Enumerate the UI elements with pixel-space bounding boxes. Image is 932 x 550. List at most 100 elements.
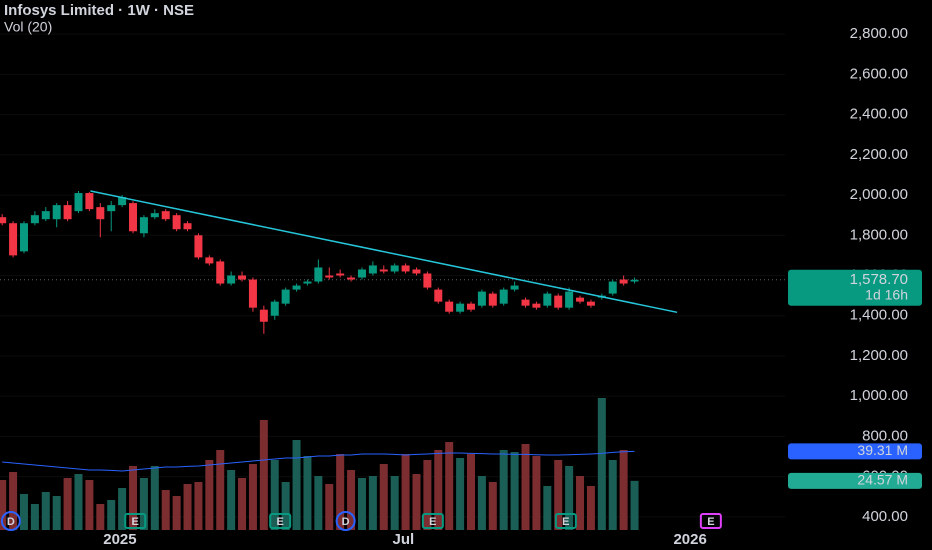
volume-bar — [139, 478, 148, 530]
countdown-label: 1d 16h — [865, 286, 908, 302]
trendline — [90, 190, 678, 314]
y-tick-label: 1,200.00 — [850, 347, 908, 364]
volume-bar — [608, 460, 617, 530]
candle-body — [85, 193, 94, 210]
y-tick-label: 800.00 — [862, 427, 908, 444]
candle-body — [467, 303, 475, 310]
candle-body — [0, 217, 7, 224]
x-tick-label: Jul — [393, 531, 415, 548]
candle-body — [554, 295, 563, 308]
last-price-label: 1,578.70 — [850, 271, 908, 288]
candle-body — [543, 293, 552, 306]
volume-bar — [0, 480, 7, 530]
volume-ma-box — [788, 443, 922, 460]
volume-bar — [118, 488, 127, 530]
volume-bar — [270, 460, 279, 530]
volume-bar — [597, 398, 606, 530]
candle-body — [619, 279, 628, 284]
candle-body — [412, 269, 421, 274]
y-tick-label: 2,800.00 — [850, 25, 908, 42]
candle-body — [41, 211, 50, 220]
volume-bar — [281, 482, 290, 530]
volume-bar — [248, 464, 257, 530]
candle-body — [52, 205, 61, 220]
event-badge — [0, 511, 21, 531]
volume-bar — [510, 452, 519, 530]
candle-body — [390, 265, 399, 272]
volume-bar — [532, 456, 541, 530]
y-tick-label: 2,000.00 — [850, 186, 908, 203]
candle-body — [586, 301, 595, 306]
x-tick-label: 2026 — [673, 531, 706, 548]
candle-body — [314, 267, 323, 282]
candle-body — [357, 269, 366, 278]
volume-bar — [41, 492, 50, 530]
candle-body — [248, 279, 257, 308]
candle-body — [150, 213, 159, 218]
event-badge — [124, 513, 147, 529]
volume-bar — [357, 478, 366, 530]
volume-bar — [19, 494, 28, 530]
volume-bar — [96, 504, 105, 530]
candle-body — [139, 217, 148, 234]
volume-bar — [9, 472, 18, 530]
volume-bar — [129, 466, 138, 530]
candle-body — [259, 309, 268, 322]
volume-bar — [336, 454, 345, 530]
candle-body — [608, 281, 617, 294]
candle-body — [96, 207, 105, 220]
candle-body — [401, 265, 410, 272]
candle-body — [565, 291, 574, 308]
volume-bar — [456, 458, 465, 530]
candle-body — [194, 235, 203, 258]
candle-body — [423, 273, 432, 288]
candle-body — [183, 223, 192, 230]
volume-bar — [477, 476, 486, 530]
candle-body — [281, 289, 290, 304]
event-label: E — [562, 516, 569, 528]
candle-body — [379, 269, 388, 272]
event-label: E — [277, 516, 284, 528]
volume-bar — [543, 486, 552, 530]
candle-body — [510, 285, 519, 290]
volume-bar — [63, 478, 72, 530]
volume-bar — [303, 456, 312, 530]
volume-bar — [554, 460, 563, 530]
y-tick-label: 1,800.00 — [850, 226, 908, 243]
y-tick-label: 1,000.00 — [850, 387, 908, 404]
candle-body — [74, 193, 83, 212]
volume-bar — [216, 450, 225, 530]
volume-bar — [85, 480, 94, 530]
volume-bar — [205, 460, 214, 530]
event-label: E — [132, 516, 139, 528]
candle-body — [456, 303, 465, 312]
volume-bar — [52, 496, 61, 530]
candle-body — [368, 265, 377, 274]
candle-body — [216, 261, 225, 284]
volume-bar — [107, 500, 116, 530]
candle-body — [477, 291, 486, 306]
candle-body — [630, 279, 639, 282]
volume-bar — [467, 454, 475, 530]
candle-body — [205, 257, 214, 264]
candle-body — [532, 303, 541, 308]
volume-last-box — [788, 472, 922, 489]
volume-bar — [488, 482, 497, 530]
candle-body — [434, 289, 443, 302]
volume-last-label: 24.57 M — [857, 472, 908, 488]
event-label: D — [342, 516, 350, 528]
volume-bar — [521, 444, 530, 530]
volume-bar — [390, 476, 399, 530]
volume-bar — [183, 484, 192, 530]
event-badge — [335, 511, 356, 531]
volume-bar — [161, 490, 170, 530]
candle-body — [161, 211, 170, 220]
event-badge — [269, 513, 292, 529]
event-badge — [421, 513, 444, 529]
volume-ma-label: 39.31 M — [857, 442, 908, 458]
candle-body — [325, 275, 334, 278]
volume-bar — [292, 440, 301, 530]
candle-body — [445, 301, 454, 312]
volume-legend: Vol (20) — [4, 19, 52, 35]
